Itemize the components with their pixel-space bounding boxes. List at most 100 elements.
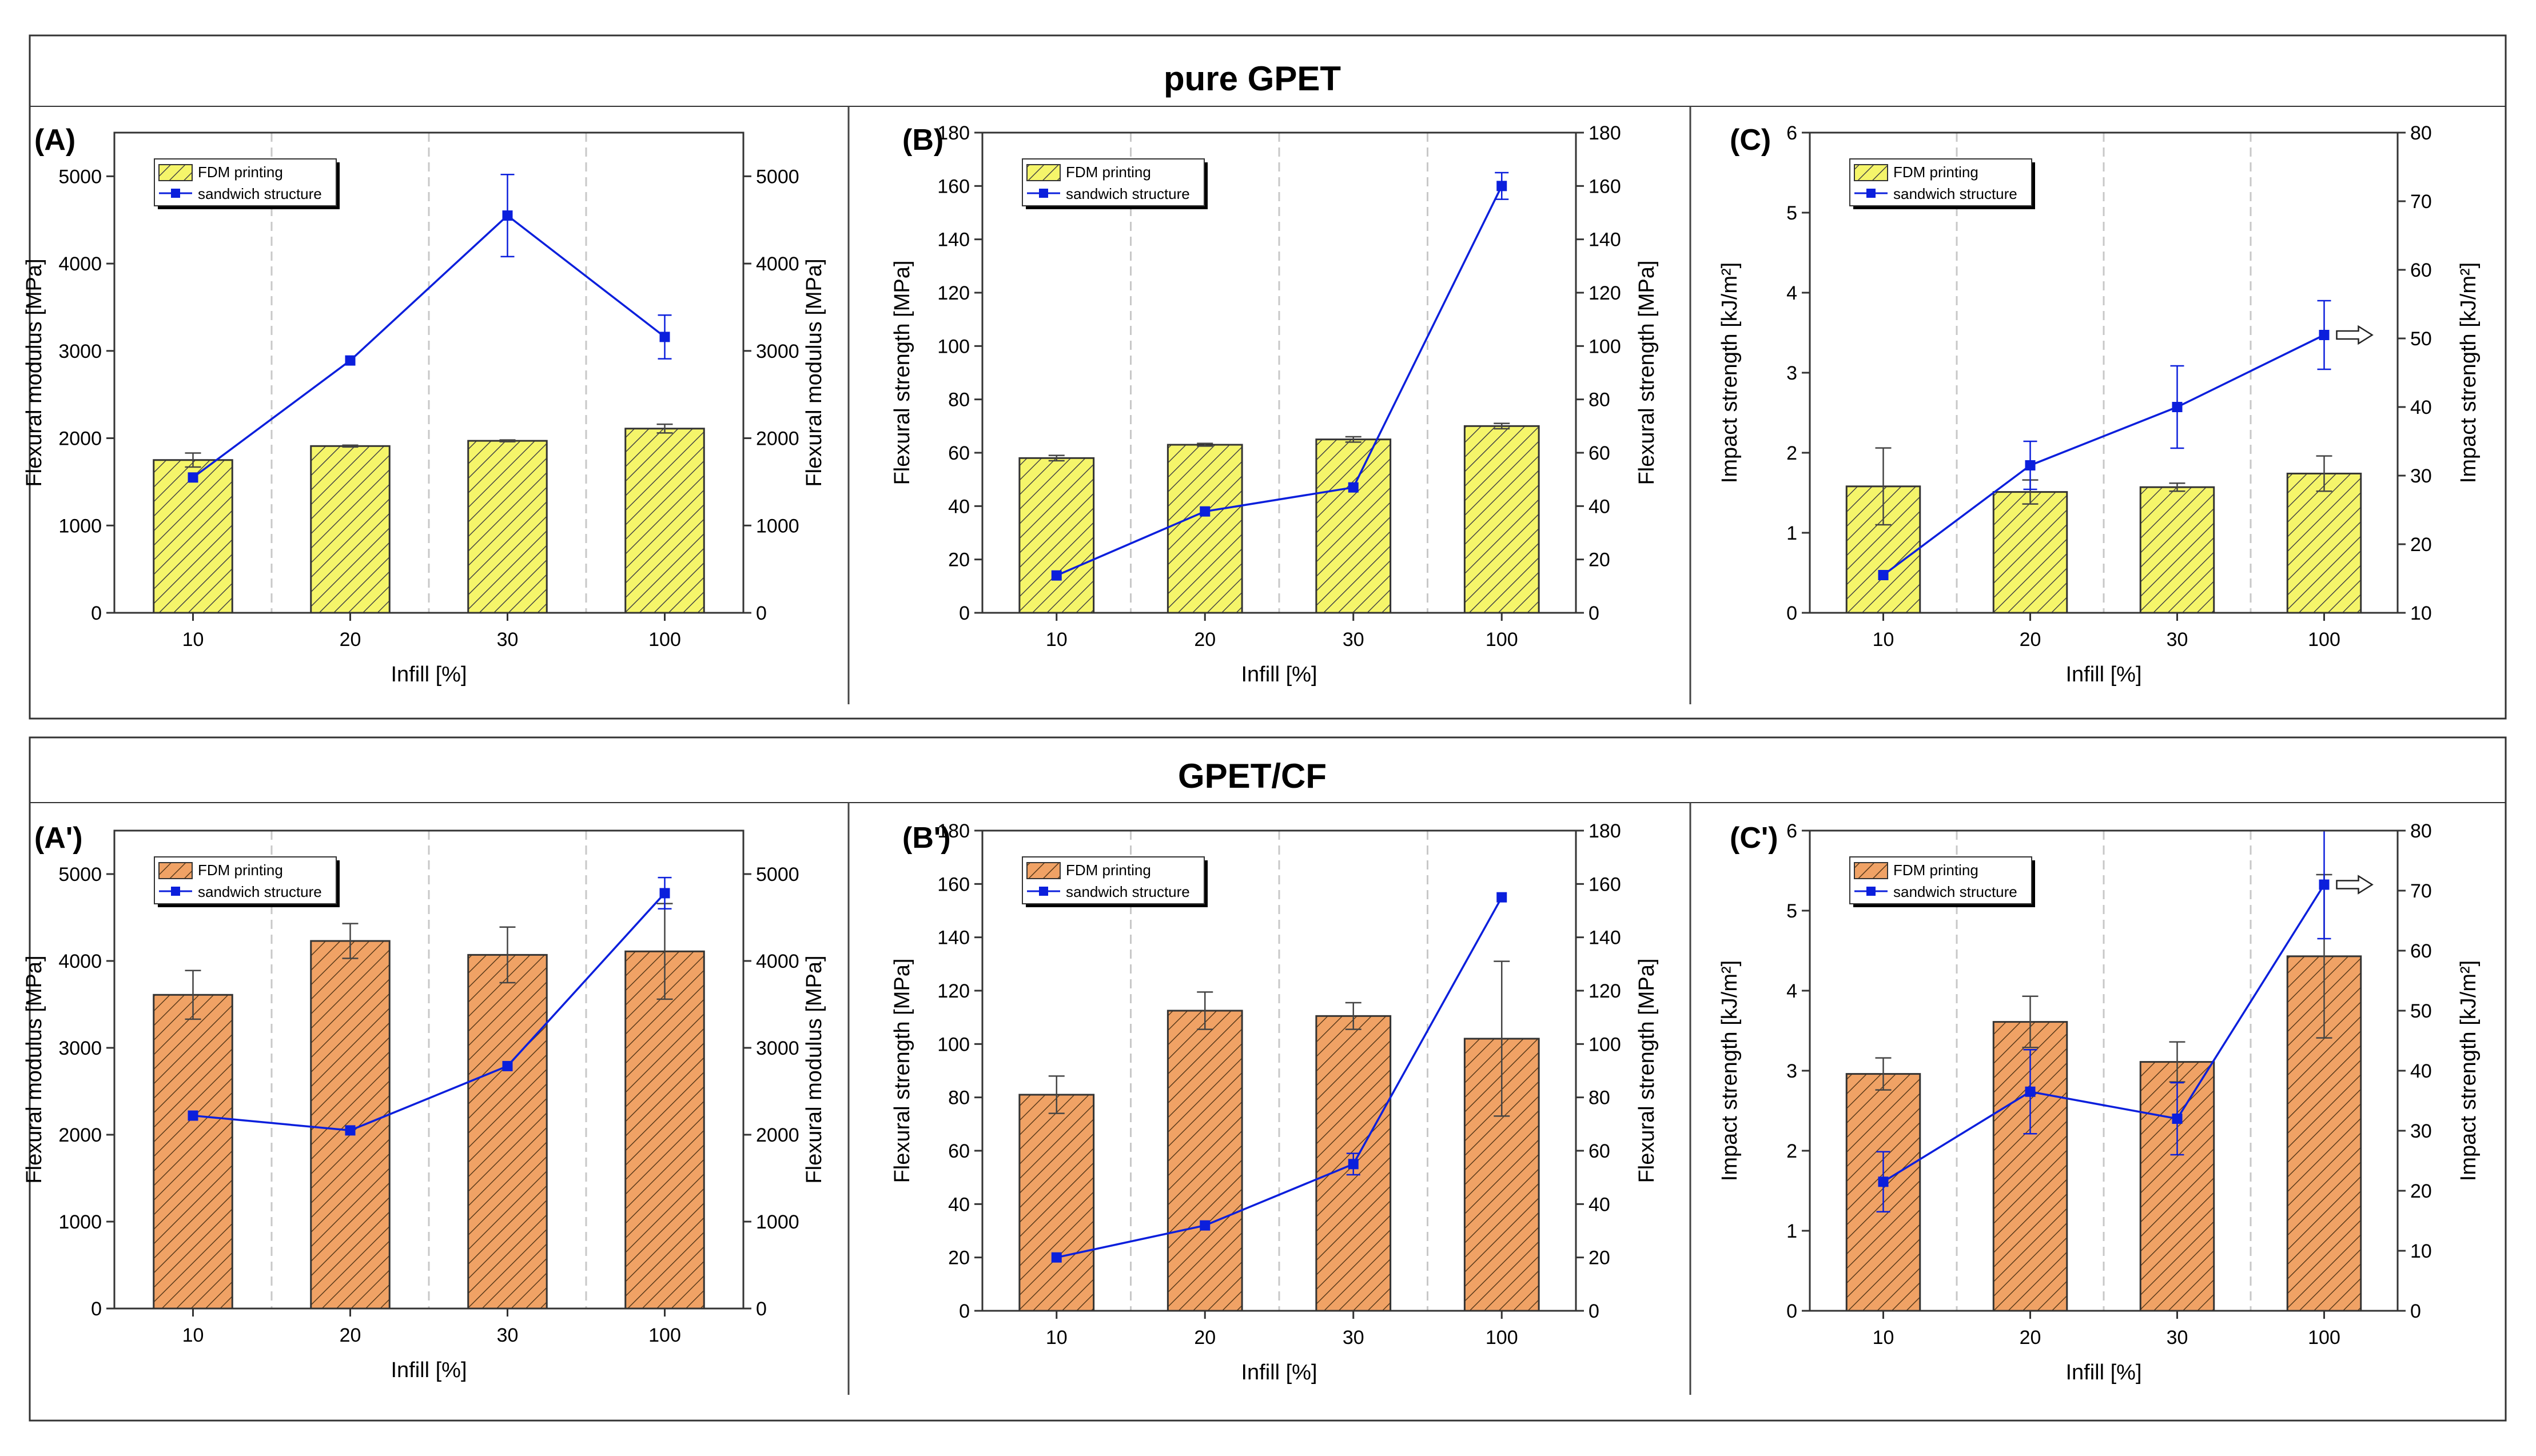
left-tick-label: 160: [937, 873, 970, 895]
bar: [1018, 1094, 1095, 1312]
legend-bar-swatch: [1026, 164, 1061, 181]
right-tick-label: 3000: [756, 341, 799, 362]
line-marker: [2172, 402, 2183, 412]
legend-box: [1849, 856, 2032, 904]
left-tick-label: 1: [1786, 522, 1797, 544]
left-tick-label: 120: [937, 282, 970, 304]
right-axis-label: Flexural strength [MPa]: [1635, 959, 1659, 1183]
right-tick-label: 40: [2410, 1060, 2432, 1082]
bar: [624, 428, 705, 614]
legend-line-label: sandwich structure: [1893, 185, 2017, 202]
right-tick-label: 0: [1589, 1301, 1599, 1322]
legend-bar-label: FDM printing: [1066, 861, 1151, 879]
left-tick-label: 4000: [58, 253, 102, 275]
right-tick-label: 10: [2410, 1240, 2432, 1262]
left-tick-label: 4: [1786, 980, 1797, 1002]
right-tick-label: 40: [1589, 1194, 1610, 1215]
left-tick-label: 3: [1786, 1060, 1797, 1082]
left-tick-label: 20: [948, 1247, 970, 1269]
panel-A: 0 1000 2000 3000 4000 5000 0 1000 2000 3000 4000 50…: [22, 123, 826, 687]
line-marker: [1200, 506, 1211, 517]
x-tick-label: 10: [1046, 1327, 1068, 1349]
legend-line-label: sandwich structure: [198, 185, 322, 202]
right-tick-label: 1000: [756, 515, 799, 537]
left-tick-label: 4000: [58, 951, 102, 972]
right-axis-arrow-icon: [2336, 875, 2374, 895]
right-tick-label: 20: [1589, 1247, 1610, 1269]
line-marker: [345, 1125, 356, 1136]
x-axis-label: Infill [%]: [2065, 663, 2141, 687]
x-axis-label: Infill [%]: [391, 663, 467, 687]
right-tick-label: 80: [2410, 122, 2432, 144]
legend-marker-swatch: [1866, 189, 1876, 198]
legend: FDM printing sandwich structure: [154, 158, 340, 209]
panel-label: (A): [34, 123, 75, 157]
panel-label: (A'): [34, 821, 83, 855]
right-axis-label: Flexural modulus [MPa]: [802, 955, 826, 1183]
line-marker: [2319, 879, 2330, 890]
left-tick-label: 140: [937, 927, 970, 949]
x-tick-label: 10: [1873, 629, 1894, 651]
panel-label: (B'): [902, 821, 951, 855]
panel-B-prime: 0 20 40 60 80 100 120 140 160 180 0 20 40 60 80 100 120 1…: [890, 820, 1659, 1385]
right-tick-label: 10: [2410, 603, 2432, 624]
right-tick-label: 140: [1589, 229, 1621, 251]
left-tick-label: 2: [1786, 1140, 1797, 1162]
legend-line-label: sandwich structure: [198, 883, 322, 900]
legend: FDM printing sandwich structure: [1849, 856, 2035, 907]
left-tick-label: 3000: [58, 1038, 102, 1059]
left-axis-label: Impact strength [kJ/m²]: [1718, 960, 1742, 1181]
legend: FDM printing sandwich structure: [1022, 158, 1208, 209]
left-tick-label: 20: [948, 549, 970, 571]
left-tick-label: 60: [948, 442, 970, 464]
bar: [1018, 457, 1095, 614]
left-tick-label: 3: [1786, 362, 1797, 384]
bar: [1992, 491, 2068, 614]
x-tick-label: 30: [1343, 1327, 1364, 1349]
line-marker: [2172, 1114, 2183, 1124]
right-axis-label: Impact strength [kJ/m²]: [2457, 960, 2481, 1181]
line-series: [1056, 185, 1503, 577]
x-tick-label: 30: [497, 1325, 519, 1346]
left-tick-label: 2000: [58, 428, 102, 450]
left-tick-label: 0: [91, 1298, 102, 1320]
chart-panels: 0100020003000400050000100020003000400050…: [22, 122, 2481, 1385]
left-tick-label: 180: [937, 122, 970, 144]
x-tick-label: 10: [1873, 1327, 1894, 1349]
right-tick-label: 140: [1589, 927, 1621, 949]
plot-frame: [981, 829, 1577, 1312]
panel-B: 0 20 40 60 80 100 120 140 160 180 0 20 40 60 80 100 120 1…: [890, 122, 1659, 687]
left-tick-label: 100: [937, 1034, 970, 1055]
x-tick-label: 10: [182, 629, 204, 651]
x-tick-label: 100: [648, 1325, 681, 1346]
right-tick-label: 60: [2410, 260, 2432, 281]
right-tick-label: 0: [756, 603, 767, 624]
bar: [2139, 486, 2215, 614]
left-axis-label: Impact strength [kJ/m²]: [1718, 262, 1742, 483]
x-tick-label: 10: [182, 1325, 204, 1346]
legend-line-label: sandwich structure: [1893, 883, 2017, 900]
x-axis-label: Infill [%]: [2065, 1361, 2141, 1385]
legend-marker-swatch: [1039, 887, 1048, 896]
legend-marker-swatch: [1866, 887, 1876, 896]
legend: FDM printing sandwich structure: [1022, 856, 1208, 907]
right-tick-label: 4000: [756, 253, 799, 275]
line-marker: [1878, 570, 1889, 580]
section-title-cf: GPET/CF: [1178, 757, 1327, 795]
bar: [153, 459, 233, 614]
legend-bar-swatch: [1854, 862, 1888, 879]
left-tick-label: 100: [937, 336, 970, 357]
right-tick-label: 5000: [756, 166, 799, 188]
x-axis-label: Infill [%]: [391, 1358, 467, 1382]
right-tick-label: 20: [1589, 549, 1610, 571]
right-tick-label: 60: [1589, 442, 1610, 464]
right-tick-label: 180: [1589, 820, 1621, 842]
right-axis-arrow-icon: [2336, 325, 2374, 345]
legend-bar-label: FDM printing: [1893, 861, 1978, 879]
right-tick-label: 20: [2410, 1180, 2432, 1202]
line-marker: [188, 472, 198, 483]
legend-marker-swatch: [171, 189, 180, 198]
left-tick-label: 0: [1786, 603, 1797, 624]
x-tick-label: 30: [2167, 1327, 2188, 1349]
x-tick-label: 20: [2020, 629, 2041, 651]
